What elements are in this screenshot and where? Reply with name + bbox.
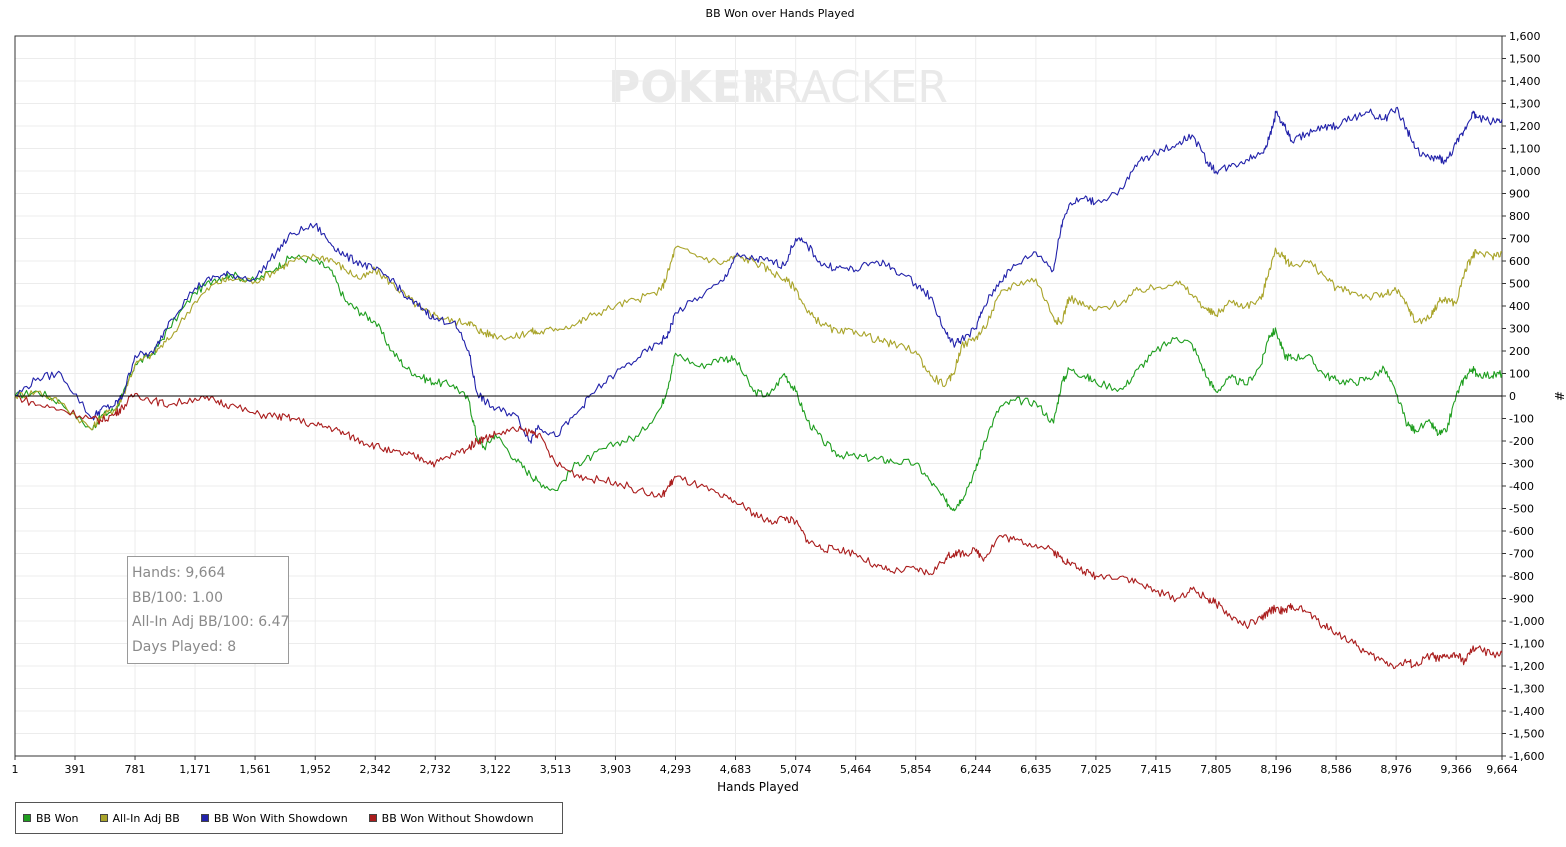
y-tick-label: 500	[1509, 278, 1530, 291]
series-line-all-in-adj-bb	[14, 245, 1503, 431]
chart-title: BB Won over Hands Played	[706, 7, 855, 20]
legend: BB Won All-In Adj BB BB Won With Showdown B…	[15, 802, 563, 834]
x-tick-label: 5,464	[840, 763, 872, 776]
y-tick-label: 1,000	[1509, 165, 1541, 178]
legend-label: BB Won With Showdown	[213, 811, 348, 825]
y-tick-label: 100	[1509, 368, 1530, 381]
y-axis-title: #	[1552, 391, 1566, 401]
y-tick-label: 300	[1509, 323, 1530, 336]
pokertracker-watermark: POKER TRACKER	[608, 62, 948, 113]
y-tick-label: -1,300	[1509, 683, 1544, 696]
x-tick-label: 1,171	[179, 763, 211, 776]
x-tick-label: 3,122	[480, 763, 512, 776]
y-tick-label: -1,200	[1509, 660, 1544, 673]
y-tick-label: -1,000	[1509, 615, 1544, 628]
legend-swatch	[23, 814, 31, 822]
y-tick-label: 1,600	[1509, 30, 1541, 43]
x-tick-label: 8,196	[1260, 763, 1292, 776]
x-tick-label: 1,561	[239, 763, 271, 776]
y-tick-label: 700	[1509, 233, 1530, 246]
y-tick-label: 1,300	[1509, 98, 1541, 111]
y-tick-label: 900	[1509, 188, 1530, 201]
legend-label: BB Won Without Showdown	[381, 811, 534, 825]
x-tick-label: 781	[125, 763, 146, 776]
y-tick-label: -200	[1509, 435, 1534, 448]
y-tick-label: 400	[1509, 300, 1530, 313]
legend-swatch	[200, 814, 209, 822]
y-axis: 1,600 1,500 1,400 1,300 1,200 1,100 1,000 900 80…	[1502, 30, 1544, 763]
x-tick-label: 1	[12, 763, 19, 776]
x-tick-label: 1,952	[299, 763, 331, 776]
y-tick-label: 1,100	[1509, 143, 1541, 156]
legend-swatch	[368, 814, 377, 822]
x-tick-label: 6,244	[960, 763, 992, 776]
legend-swatch	[99, 814, 108, 822]
y-tick-label: -800	[1509, 570, 1534, 583]
watermark-text-tracker: TRACKER	[744, 62, 948, 113]
stats-hands: Hands: 9,664	[132, 565, 226, 581]
x-tick-label: 5,074	[780, 763, 812, 776]
y-tick-label: -1,100	[1509, 638, 1544, 651]
y-tick-label: 600	[1509, 255, 1530, 268]
y-tick-label: -700	[1509, 548, 1534, 561]
stats-box: Hands: 9,664 BB/100: 1.00 All-In Adj BB/…	[127, 556, 289, 664]
x-tick-label: 6,635	[1020, 763, 1052, 776]
x-tick-label: 2,342	[359, 763, 391, 776]
x-tick-label: 7,805	[1200, 763, 1232, 776]
series-line-bb-won	[14, 254, 1503, 512]
x-tick-label: 5,854	[900, 763, 932, 776]
x-tick-label: 4,293	[660, 763, 692, 776]
y-tick-label: -1,500	[1509, 728, 1544, 741]
x-tick-label: 7,415	[1140, 763, 1172, 776]
watermark-text-poker: POKER	[608, 62, 776, 113]
x-tick-label: 3,903	[600, 763, 632, 776]
y-tick-label: -1,400	[1509, 705, 1544, 718]
x-tick-label: 2,732	[420, 763, 452, 776]
y-tick-label: -900	[1509, 593, 1534, 606]
x-tick-label: 391	[65, 763, 86, 776]
legend-label: All-In Adj BB	[112, 811, 180, 825]
stats-allin-adj: All-In Adj BB/100: 6.47	[132, 614, 290, 630]
y-tick-label: -600	[1509, 525, 1534, 538]
y-tick-label: 200	[1509, 345, 1530, 358]
x-tick-label: 7,025	[1080, 763, 1112, 776]
y-tick-label: -400	[1509, 480, 1534, 493]
y-tick-label: -500	[1509, 503, 1534, 516]
series-line-bb-won-with-showdown	[14, 106, 1503, 444]
x-tick-label: 9,366	[1440, 763, 1472, 776]
y-tick-label: -100	[1509, 413, 1534, 426]
x-axis-title: Hands Played	[717, 780, 799, 794]
x-axis: 1 391 781 1,171 1,561 1,952 2,342 2,732 3,122 3,5…	[12, 756, 1518, 776]
stats-bb100: BB/100: 1.00	[132, 589, 223, 606]
x-tick-label: 3,513	[540, 763, 572, 776]
y-tick-label: -300	[1509, 458, 1534, 471]
y-tick-label: 1,400	[1509, 75, 1541, 88]
y-tick-label: 0	[1509, 390, 1516, 403]
y-tick-label: 1,500	[1509, 53, 1541, 66]
legend-item: BB Won Without Showdown	[368, 811, 534, 825]
series-line-bb-won-without-showdown	[14, 392, 1503, 670]
legend-label: BB Won	[36, 811, 79, 825]
legend-item: BB Won With Showdown	[200, 811, 348, 825]
x-tick-label: 8,976	[1380, 763, 1412, 776]
x-tick-label: 9,664	[1486, 763, 1518, 776]
y-tick-label: 1,200	[1509, 120, 1541, 133]
y-tick-label: -1,600	[1509, 750, 1544, 763]
y-tick-label: 800	[1509, 210, 1530, 223]
legend-item: BB Won	[23, 812, 79, 825]
series-lines	[14, 106, 1503, 670]
stats-days-played: Days Played: 8	[132, 638, 237, 655]
legend-item: All-In Adj BB	[99, 811, 180, 825]
x-tick-label: 4,683	[720, 763, 752, 776]
x-tick-label: 8,586	[1320, 763, 1352, 776]
